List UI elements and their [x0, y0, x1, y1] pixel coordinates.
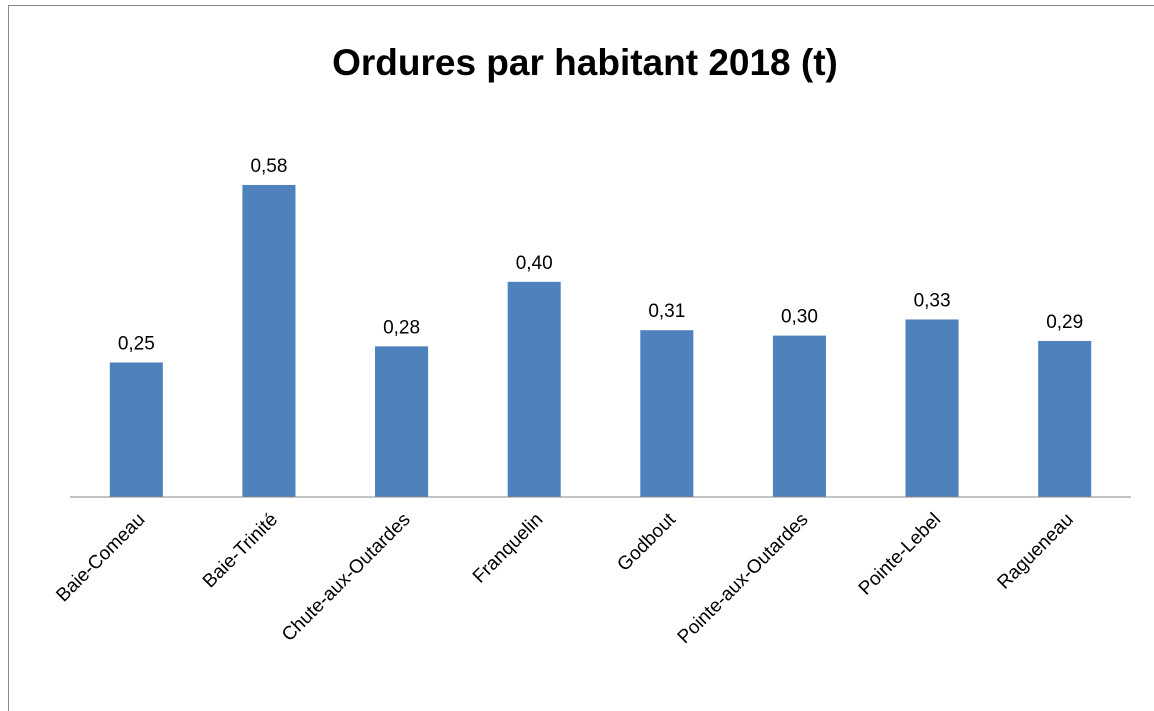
- bar: [905, 319, 959, 497]
- bar: [375, 346, 429, 497]
- data-label: 0,25: [118, 334, 155, 355]
- bar: [109, 362, 163, 497]
- data-label: 0,31: [648, 301, 685, 322]
- x-tick-label: Baie-Comeau: [52, 509, 149, 606]
- x-tick-label: Godbout: [613, 509, 680, 576]
- chart-border: [8, 5, 1154, 711]
- bar: [640, 330, 694, 497]
- data-label: 0,33: [914, 290, 951, 311]
- x-tick-label: Pointe-Lebel: [855, 509, 945, 599]
- bar: [242, 184, 296, 497]
- x-tick-label: Pointe-aux-Outardes: [674, 509, 813, 648]
- data-label: 0,28: [383, 317, 420, 338]
- x-tick-label: Ragueneau: [993, 509, 1077, 593]
- data-label: 0,58: [250, 156, 287, 177]
- data-label: 0,29: [1046, 312, 1083, 333]
- bar: [507, 281, 561, 497]
- chart-title: Ordures par habitant 2018 (t): [332, 42, 838, 83]
- x-tick-label: Baie-Trinité: [199, 509, 282, 592]
- bar: [772, 335, 826, 497]
- data-label: 0,40: [516, 253, 553, 274]
- x-tick-label: Chute-aux-Outardes: [278, 509, 415, 646]
- data-label: 0,30: [781, 307, 818, 328]
- bar: [1038, 340, 1092, 497]
- x-tick-label: Franquelin: [469, 509, 547, 587]
